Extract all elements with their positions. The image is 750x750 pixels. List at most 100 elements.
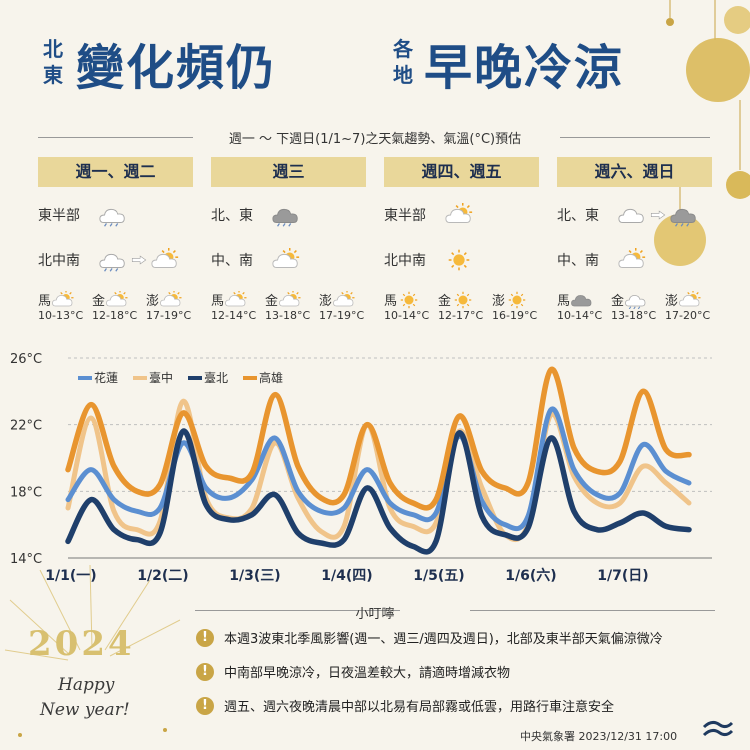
island-city: 金 13-18°C	[265, 290, 310, 322]
sun-cloud-icon	[52, 290, 74, 306]
subtitle-rule-right	[560, 137, 710, 138]
title-side-right: 各 地	[390, 36, 416, 88]
temperature-line-chart: 26°C 22°C 18°C 14°C1/1(一) 1/2(二) 1/3(三) 1/4(四)…	[10, 352, 712, 584]
x-tick-label: 1/5(五)	[413, 568, 464, 584]
sun-cloud-icon	[225, 290, 247, 306]
island-city: 澎 17-20°C	[665, 290, 710, 322]
sun-cloud-icon	[618, 248, 646, 268]
series-line-4	[65, 366, 692, 511]
sun-cloud-icon	[445, 203, 473, 223]
region-row: 北、東	[211, 203, 303, 227]
greeting-line-2: New year!	[40, 700, 130, 720]
region-row: 北中南	[38, 248, 182, 272]
sun-cloud-icon	[333, 290, 355, 306]
sun-cloud-icon	[106, 290, 128, 306]
city-name: 金	[611, 294, 625, 309]
city-name: 澎	[492, 294, 506, 309]
island-city: 澎 17-19°C	[319, 290, 364, 322]
forecast-panel-4: 週六、週日 北、東 中、南馬 10-14°C 金 13-18°C 澎 17-20°C	[557, 157, 712, 337]
forecast-panel-2: 週三 北、東 中、南馬 12-14°C 金 13-18°C 澎 17-19°C	[211, 157, 366, 337]
island-city: 馬 10-14°C	[384, 290, 429, 322]
region-name: 東半部	[38, 208, 80, 224]
sun-icon	[400, 291, 418, 308]
notes-rule-right	[470, 610, 715, 611]
note-text: 週五、週六夜晚清晨中部以北易有局部霧或低雲，用路行車注意安全	[224, 700, 615, 715]
region-name: 東半部	[384, 208, 426, 224]
cloud-rain-icon	[99, 253, 125, 272]
region-row: 北、東	[557, 203, 701, 227]
title-side-right-char-1: 各	[393, 37, 413, 61]
dark-cloud-rain-icon	[670, 208, 696, 227]
notes-rule-left	[195, 610, 400, 611]
island-city: 金 12-17°C	[438, 290, 483, 322]
sun-cloud-icon	[679, 290, 701, 306]
city-name: 澎	[319, 294, 333, 309]
title-side-left: 北 東	[40, 36, 66, 88]
note-item-2: ! 中南部早晚涼冷，日夜溫差較大，請適時增減衣物	[196, 662, 510, 681]
arrow-right-icon	[650, 210, 666, 220]
x-tick-label: 1/3(三)	[229, 568, 280, 584]
ornament-decoration	[654, 0, 750, 266]
legend-label: 高雄	[259, 370, 283, 385]
cloud-icon	[618, 208, 644, 223]
panel-header: 週四、週五	[384, 157, 539, 187]
exclamation-icon: !	[196, 696, 214, 715]
island-city: 金 12-18°C	[92, 290, 137, 322]
city-temp-range: 12-14°C	[211, 309, 257, 322]
city-temp-range: 17-19°C	[146, 309, 192, 322]
note-text: 本週3波東北季風影響(週一、週三/週四及週日)，北部及東半部天氣偏涼微冷	[224, 632, 663, 647]
region-name: 北中南	[38, 253, 80, 269]
island-city: 馬 12-14°C	[211, 290, 256, 322]
city-name: 金	[92, 294, 106, 309]
x-tick-label: 1/2(二)	[137, 568, 188, 584]
note-item-1: ! 本週3波東北季風影響(週一、週三/週四及週日)，北部及東半部天氣偏涼微冷	[196, 628, 663, 647]
note-text: 中南部早晚涼冷，日夜溫差較大，請適時增減衣物	[224, 666, 511, 681]
y-tick-label: 14°C	[10, 552, 42, 567]
island-city: 馬 10-14°C	[557, 290, 602, 322]
y-tick-label: 26°C	[10, 352, 42, 367]
exclamation-icon: !	[196, 628, 214, 647]
title-side-left-char-1: 北	[43, 37, 63, 61]
city-name: 馬	[38, 294, 52, 309]
series-line-3	[65, 428, 692, 555]
x-tick-label: 1/7(日)	[597, 568, 648, 584]
year-decoration: 2024	[28, 624, 135, 664]
sun-icon	[508, 291, 526, 308]
forecast-panel-1: 週一、週二東半部北中南馬 10-13°C 金 12-18°C 澎 17-19°C	[38, 157, 193, 337]
city-name: 馬	[557, 294, 571, 309]
region-name: 中、南	[211, 253, 253, 269]
city-name: 馬	[384, 294, 398, 309]
title-side-right-char-2: 地	[393, 63, 413, 87]
y-tick-label: 22°C	[10, 419, 42, 434]
panel-header: 週一、週二	[38, 157, 193, 187]
note-item-3: ! 週五、週六夜晚清晨中部以北易有局部霧或低雲，用路行車注意安全	[196, 696, 614, 715]
y-tick-label: 18°C	[10, 485, 42, 500]
island-city: 馬 10-13°C	[38, 290, 83, 322]
city-temp-range: 10-14°C	[557, 309, 603, 322]
city-name: 馬	[211, 294, 225, 309]
subtitle: 週一 ～ 下週日(1/1~7)之天氣趨勢、氣溫(°C)預估	[228, 132, 522, 147]
island-city: 澎 16-19°C	[492, 290, 537, 322]
sun-icon	[448, 249, 470, 271]
greeting-line-1: Happy	[58, 675, 115, 695]
city-temp-range: 10-14°C	[384, 309, 430, 322]
city-temp-range: 10-13°C	[38, 309, 84, 322]
legend-label: 花蓮	[94, 370, 118, 385]
region-name: 北、東	[211, 208, 253, 224]
sun-cloud-icon	[272, 248, 300, 268]
subtitle-rule-left	[38, 137, 193, 138]
cwa-logo-icon	[702, 720, 734, 737]
title-main-right: 早晚冷涼	[424, 40, 625, 96]
title-main-left: 變化頻仍	[76, 40, 277, 96]
region-row: 中、南	[211, 248, 303, 272]
sun-cloud-icon	[151, 248, 179, 268]
city-name: 澎	[146, 294, 160, 309]
city-name: 金	[438, 294, 452, 309]
sun-cloud-icon	[279, 290, 301, 306]
title-side-left-char-2: 東	[43, 63, 63, 87]
island-city: 金 13-18°C	[611, 290, 656, 322]
sun-icon	[454, 291, 472, 308]
city-temp-range: 13-18°C	[611, 309, 657, 322]
city-name: 澎	[665, 294, 679, 309]
city-temp-range: 12-18°C	[92, 309, 138, 322]
